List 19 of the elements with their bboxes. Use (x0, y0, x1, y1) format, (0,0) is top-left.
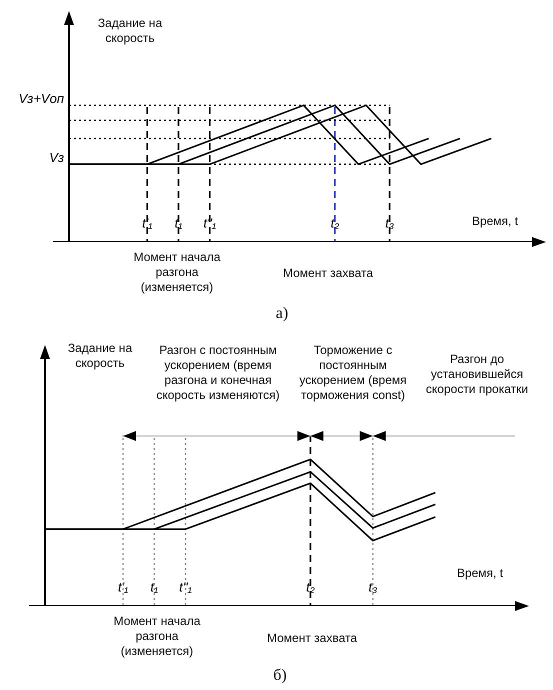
x-axis-title: Время, t (456, 566, 504, 581)
x-tick-label: t''₁ (179, 579, 192, 594)
text: б) (272, 667, 288, 684)
y-axis-title: Задание на скорость (66, 341, 134, 371)
x-axis-title: Время, t (470, 214, 520, 229)
text: а) (274, 305, 290, 322)
ref-line-label: Vз+Vоп (18, 90, 64, 106)
x-tick-label: t₁ (150, 579, 158, 594)
text: Момент начала разгона (изменяется) (132, 250, 222, 295)
text: Момент начала разгона (изменяется) (112, 614, 202, 659)
text: Момент захвата (266, 631, 358, 646)
text: Разгон до установившейся скорости прокатки (424, 352, 530, 397)
text: Торможение с постоянным ускорением (время торможения const) (298, 343, 408, 403)
ref-line-label: Vз (49, 150, 64, 165)
x-tick-label: t'₁ (118, 579, 128, 594)
text: Момент захвата (282, 266, 374, 281)
text: Разгон с постоянным ускорением (время разгона и конечная скорость изменяются) (155, 343, 281, 403)
x-tick-label: t₃ (368, 579, 378, 594)
y-axis-title: Задание на скорость (96, 16, 164, 46)
